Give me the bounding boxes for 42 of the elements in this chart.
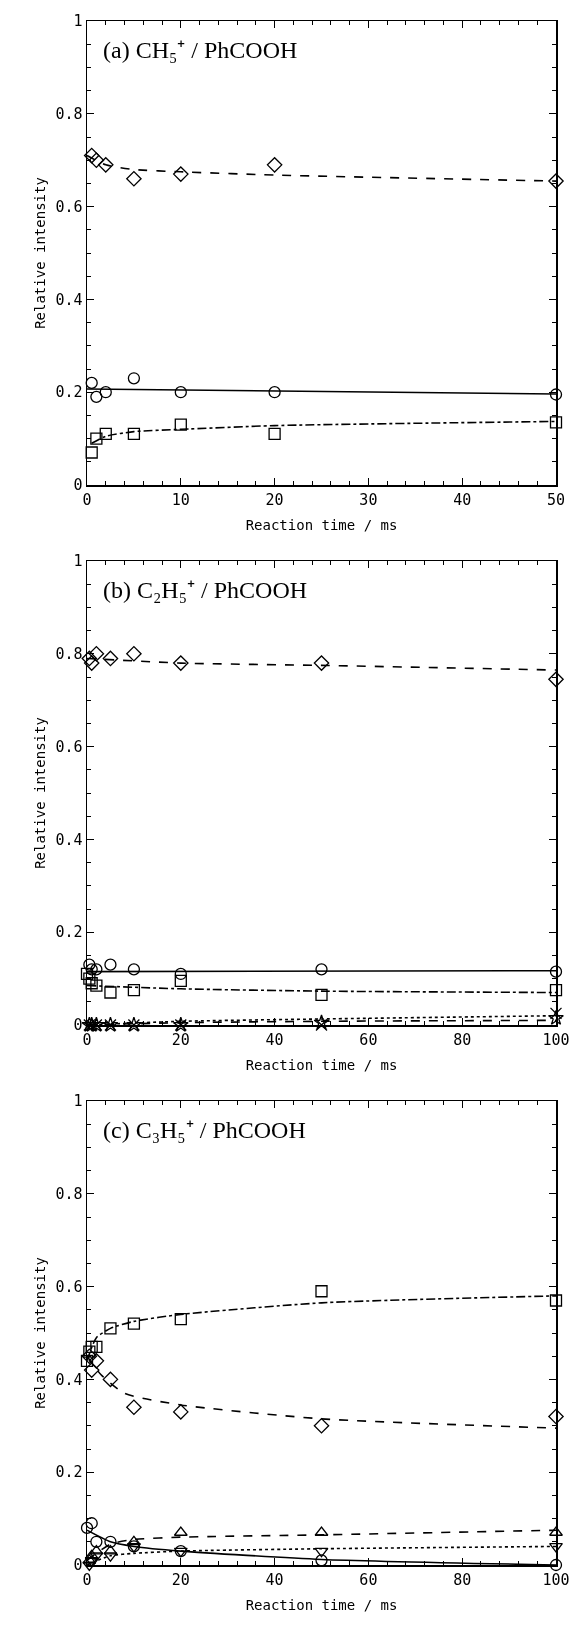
x-tick-label: 40 xyxy=(265,1570,284,1589)
text: (c) C₃H₅⁺ / PhCOOH xyxy=(103,1117,306,1143)
y-tick-label: 0.8 xyxy=(55,645,83,664)
y-tick-label: 0.4 xyxy=(55,1370,83,1389)
y-tick-label: 0.8 xyxy=(55,105,83,124)
x-tick-label: 40 xyxy=(265,1030,284,1049)
x-tick-label: 80 xyxy=(453,1570,472,1589)
x-tick-label: 60 xyxy=(359,1030,378,1049)
x-tick-label: 100 xyxy=(542,1030,570,1049)
y-tick-label: 0.8 xyxy=(55,1185,83,1204)
y-tick-label: 0.6 xyxy=(55,737,83,756)
y-tick-label: 0.4 xyxy=(55,290,83,309)
y-tick-label: 1 xyxy=(73,12,83,31)
y-axis-title: Relative intensity xyxy=(32,717,49,869)
y-tick-label: 0 xyxy=(73,476,83,495)
y-tick-label: 0.2 xyxy=(55,1463,83,1482)
y-tick-label: 1 xyxy=(73,1092,83,1111)
y-tick-label: 0 xyxy=(73,1016,83,1035)
x-tick-label: 60 xyxy=(359,1570,378,1589)
x-tick-label: 100 xyxy=(542,1570,570,1589)
x-tick-label: 40 xyxy=(453,490,472,509)
text: (b) C₂H₅⁺ / PhCOOH xyxy=(103,577,308,603)
y-tick-label: 0 xyxy=(73,1556,83,1575)
y-axis-title: Relative intensity xyxy=(32,1257,49,1409)
x-axis-title: Reaction time / ms xyxy=(245,516,398,533)
y-tick-label: 0.6 xyxy=(55,1277,83,1296)
y-tick-label: 0.4 xyxy=(55,830,83,849)
x-tick-label: 20 xyxy=(171,1570,190,1589)
x-tick-label: 80 xyxy=(453,1030,472,1049)
x-tick-label: 30 xyxy=(359,490,378,509)
text: (a) CH₅⁺ / PhCOOH xyxy=(103,37,298,63)
y-tick-label: 1 xyxy=(73,552,83,571)
y-tick-label: 0.6 xyxy=(55,197,83,216)
y-tick-label: 0.2 xyxy=(55,923,83,942)
y-tick-label: 0.2 xyxy=(55,383,83,402)
x-tick-label: 10 xyxy=(171,490,190,509)
y-axis-title: Relative intensity xyxy=(32,177,49,329)
x-tick-label: 20 xyxy=(265,490,284,509)
x-tick-label: 20 xyxy=(171,1030,190,1049)
x-tick-label: 50 xyxy=(546,490,566,509)
x-axis-title: Reaction time / ms xyxy=(245,1596,398,1613)
x-axis-title: Reaction time / ms xyxy=(245,1056,398,1073)
